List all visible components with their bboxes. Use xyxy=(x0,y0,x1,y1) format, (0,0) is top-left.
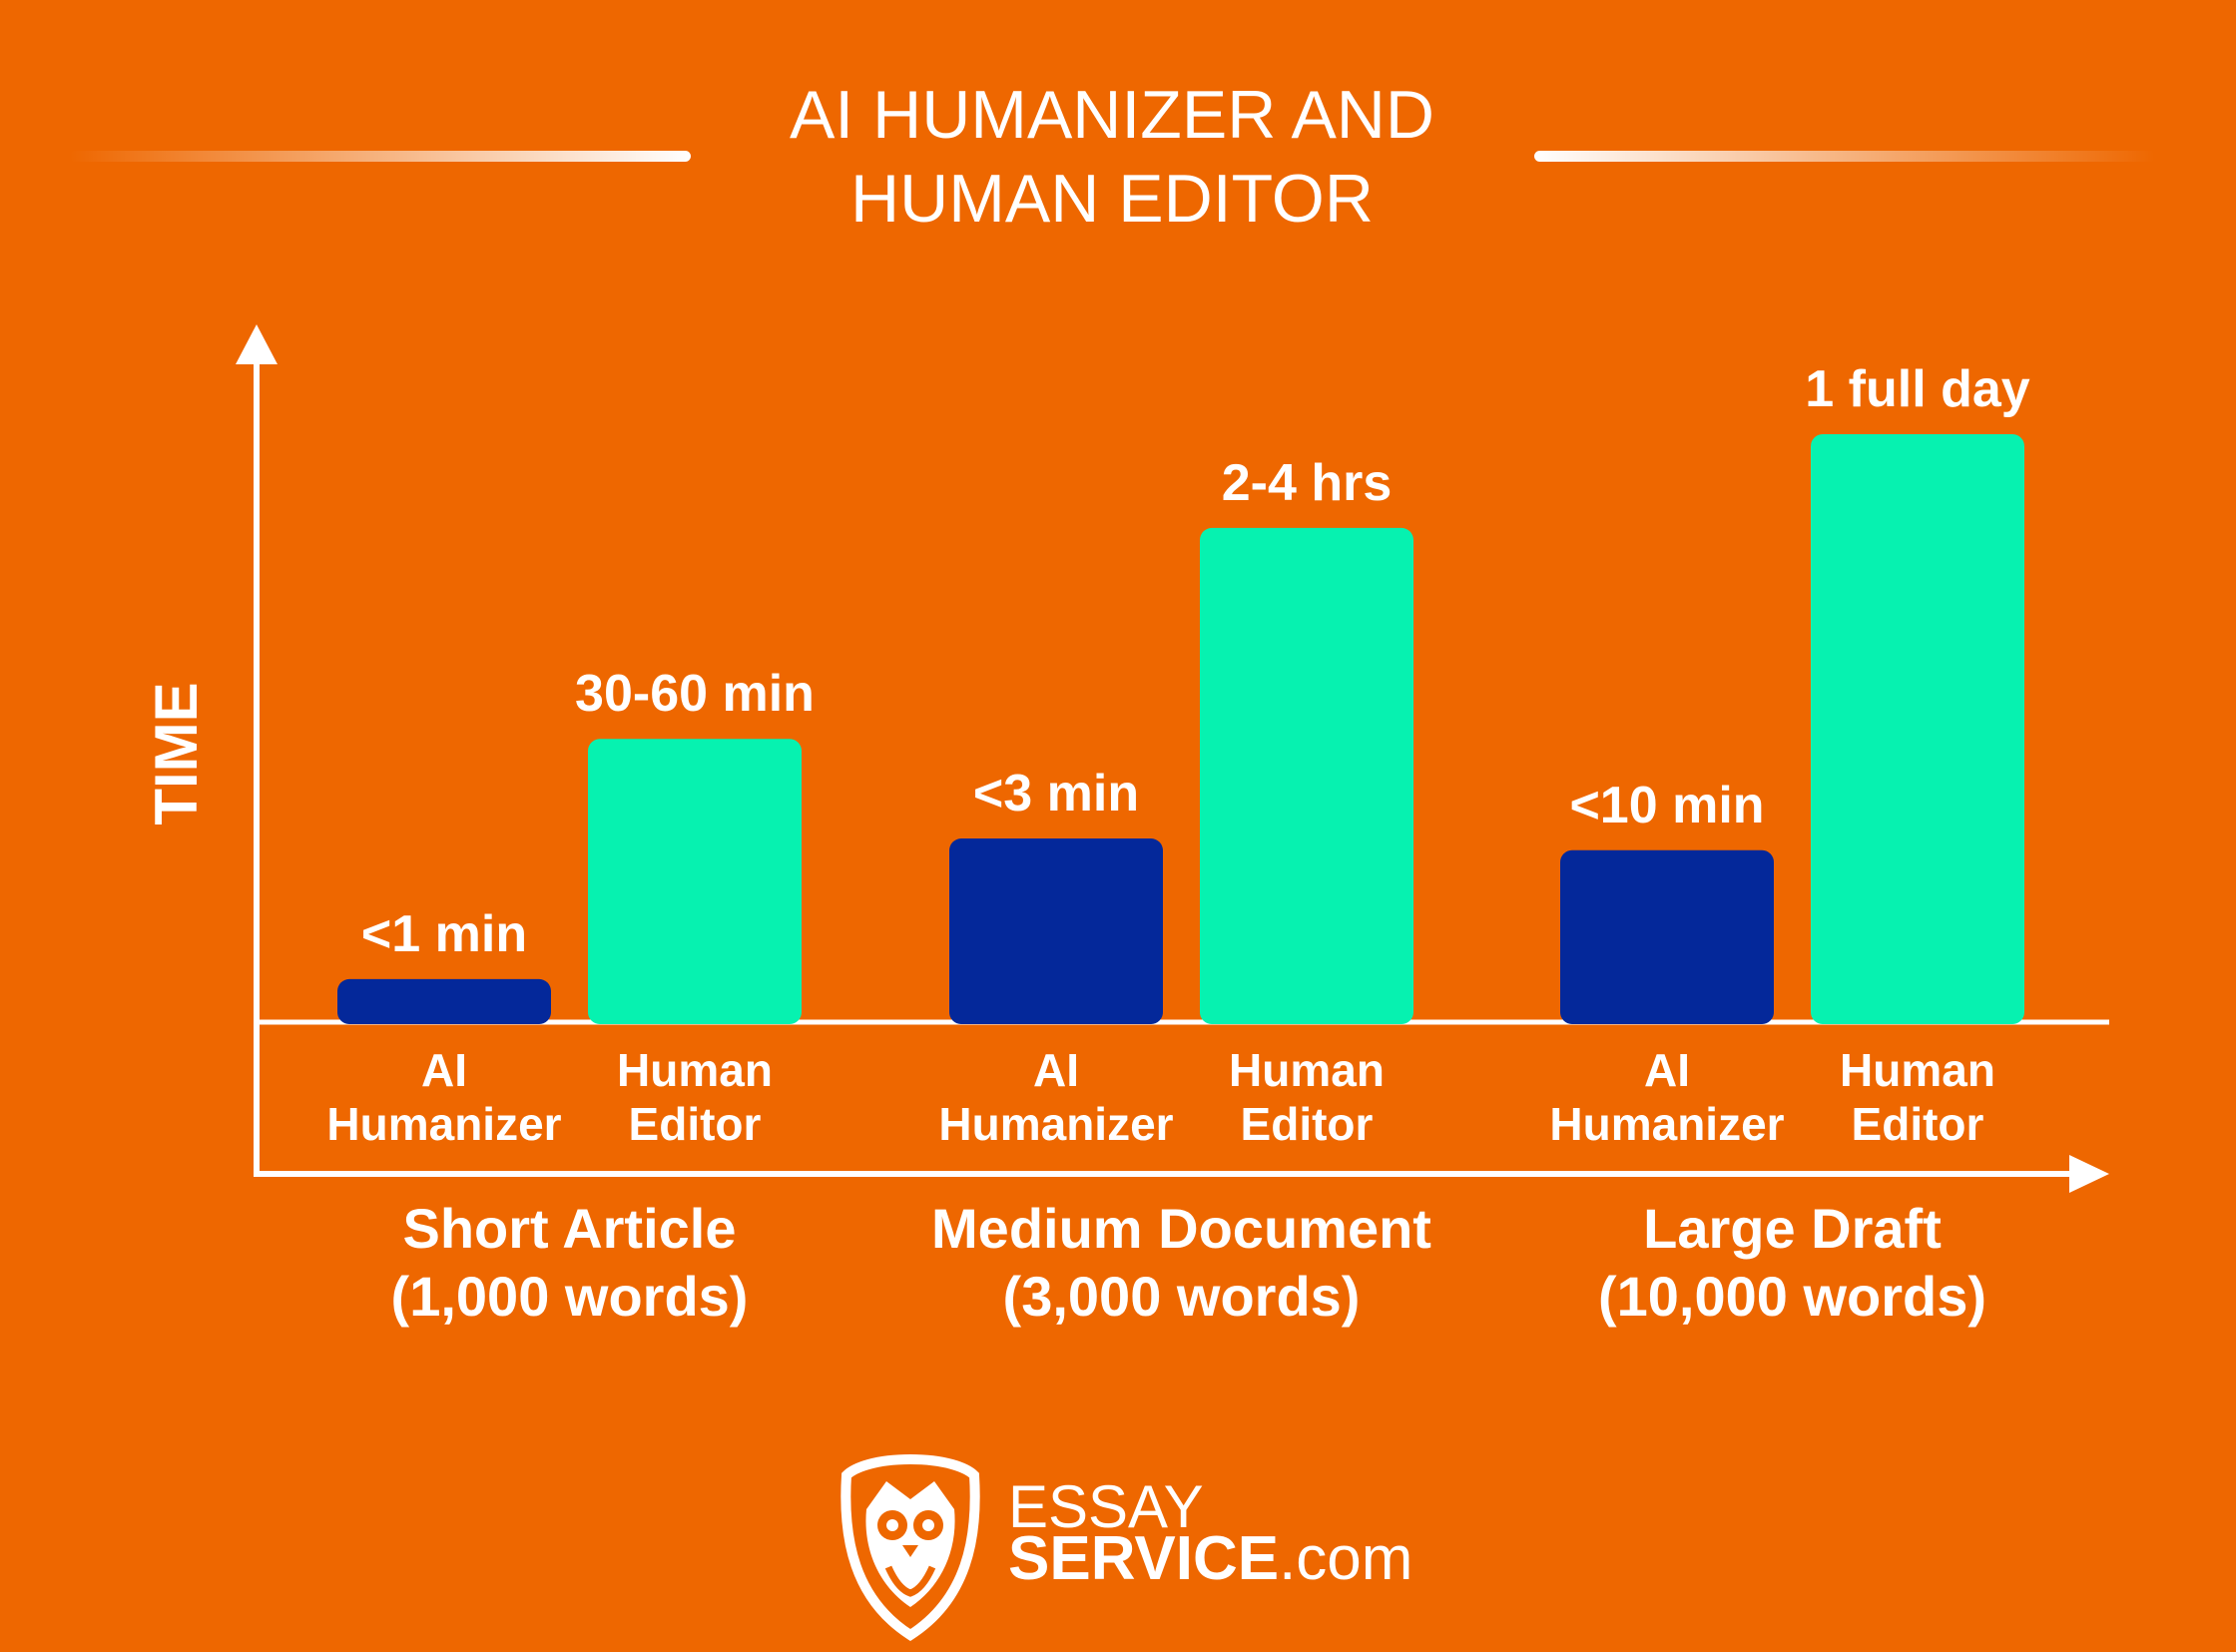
bar-ai-humanizer-3 xyxy=(1560,849,1774,1024)
logo-line-1: ESSAY xyxy=(1008,1473,1204,1540)
logo-line-2-rest: .com xyxy=(1279,1524,1412,1593)
bar-category-label-line1: AI xyxy=(421,1044,467,1096)
y-axis-arrow xyxy=(236,324,278,364)
bar-category-label-line2: Humanizer xyxy=(1549,1098,1784,1150)
title-line-2: HUMAN EDITOR xyxy=(850,161,1374,237)
bar-category-label-line1: Human xyxy=(617,1044,773,1096)
title-line-1: AI HUMANIZER AND xyxy=(790,77,1434,153)
bar-category-label-line2: Editor xyxy=(629,1098,762,1150)
group-label: Medium Document xyxy=(931,1197,1431,1260)
owl-shield-icon xyxy=(840,1453,980,1641)
bar-category-label-line1: AI xyxy=(1033,1044,1079,1096)
bar-category-label-line2: Humanizer xyxy=(326,1098,561,1150)
bar-human-editor-3 xyxy=(1811,434,2024,1024)
bar-value-label: <3 min xyxy=(973,765,1139,823)
bar-value-label: 30-60 min xyxy=(575,665,815,723)
bar-category-label-line2: Editor xyxy=(1241,1098,1374,1150)
bar-value-label: <1 min xyxy=(361,905,527,963)
bar-value-label: 2-4 hrs xyxy=(1222,454,1393,512)
bar-category-label-line1: AI xyxy=(1644,1044,1690,1096)
logo-line-2: SERVICE.com xyxy=(1008,1524,1412,1593)
group-label: Short Article xyxy=(403,1197,737,1260)
group-sublabel: (1,000 words) xyxy=(391,1265,749,1328)
bar-human-editor-1 xyxy=(588,739,802,1024)
bar-value-label: <10 min xyxy=(1569,777,1764,834)
group-label: Large Draft xyxy=(1643,1197,1942,1260)
x-axis-arrow xyxy=(2069,1155,2109,1193)
title-rule-right xyxy=(1534,151,2155,162)
bar-category-label-line1: Human xyxy=(1840,1044,1995,1096)
bars-layer xyxy=(337,434,2024,1024)
bar-value-label: 1 full day xyxy=(1805,360,2029,418)
group-sublabel: (10,000 words) xyxy=(1598,1265,1986,1328)
bar-ai-humanizer-1 xyxy=(337,978,551,1024)
bar-category-label-line2: Editor xyxy=(1852,1098,1984,1150)
logo: ESSAY SERVICE.com xyxy=(840,1453,1412,1641)
bar-category-label-line2: Humanizer xyxy=(938,1098,1173,1150)
group-sublabel: (3,000 words) xyxy=(1003,1265,1361,1328)
bar-category-label-line1: Human xyxy=(1229,1044,1385,1096)
bar-human-editor-2 xyxy=(1200,527,1413,1024)
bar-ai-humanizer-2 xyxy=(949,838,1163,1024)
y-axis-label: TIME xyxy=(143,682,210,825)
logo-line-2-bold: SERVICE xyxy=(1008,1524,1279,1593)
title-rule-left xyxy=(70,151,691,162)
